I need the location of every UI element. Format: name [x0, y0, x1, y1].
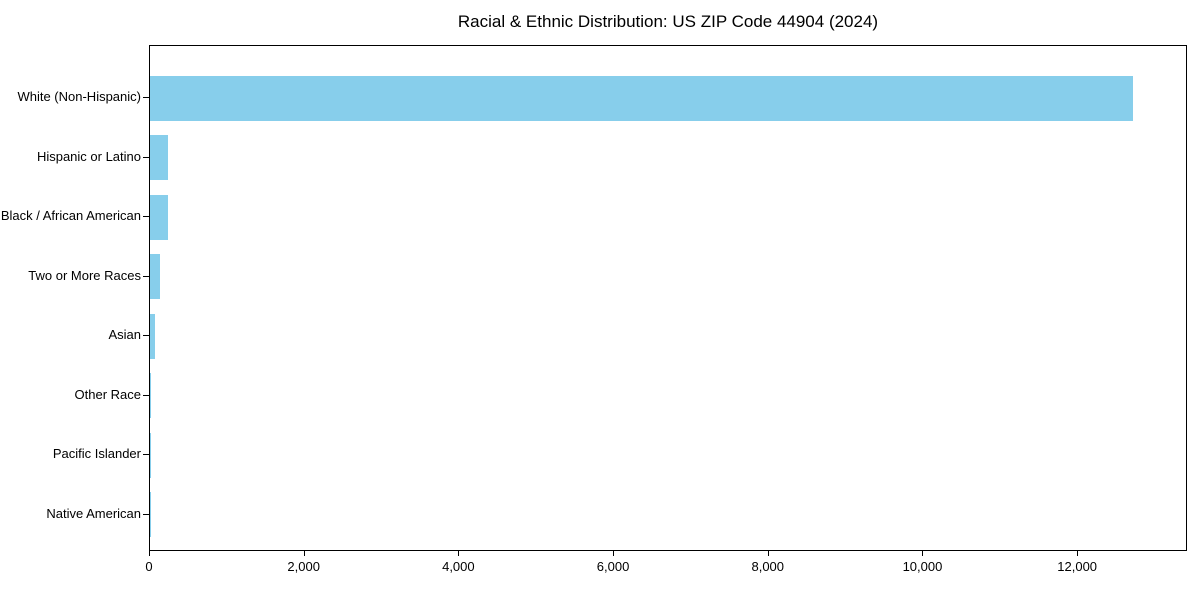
- y-tick-mark: [143, 216, 149, 217]
- bar-asian: [150, 313, 156, 359]
- x-tick-label-8000: 8,000: [751, 559, 785, 574]
- y-tick-mark: [143, 394, 149, 396]
- bar-other-race: [150, 373, 152, 418]
- y-tick-mark: [143, 335, 149, 336]
- x-tick-mark: [767, 551, 769, 556]
- x-tick-label-6000: 6,000: [596, 559, 630, 574]
- y-tick-label-white-non-hispanic: White (Non-Hispanic): [17, 89, 141, 104]
- y-tick-label-black-african-american: Black / African American: [0, 208, 141, 223]
- y-tick-label-pacific-islander: Pacific Islander: [52, 446, 141, 461]
- x-tick-label-12000: 12,000: [1057, 559, 1098, 574]
- y-tick-label-hispanic-or-latino: Hispanic or Latino: [36, 148, 141, 164]
- x-tick-mark: [149, 551, 150, 556]
- y-tick-label-other-race: Other Race: [74, 386, 141, 402]
- bar-black-african-american: [150, 194, 169, 240]
- y-tick-mark: [143, 156, 149, 158]
- x-tick-mark: [458, 551, 460, 556]
- bar-two-or-more-races: [150, 254, 161, 299]
- x-tick-mark: [613, 551, 615, 556]
- y-tick-label-two-or-more-races: Two or More Races: [28, 267, 141, 283]
- x-tick-mark: [303, 551, 305, 556]
- chart-title: Racial & Ethnic Distribution: US ZIP Cod…: [457, 12, 879, 31]
- x-tick-mark: [922, 551, 924, 556]
- x-tick-label-0: 0: [145, 559, 153, 574]
- y-tick-mark: [143, 513, 149, 515]
- y-tick-mark: [143, 454, 149, 455]
- y-tick-label-native-american: Native American: [46, 505, 141, 521]
- bar-hispanic-or-latino: [150, 135, 168, 180]
- x-tick-mark: [1077, 551, 1079, 556]
- y-tick-label-asian: Asian: [108, 327, 141, 342]
- bar-pacific-islander: [150, 432, 151, 478]
- bar-white-non-hispanic: [150, 75, 1134, 121]
- y-tick-mark: [143, 275, 149, 277]
- y-tick-mark: [143, 97, 149, 98]
- x-tick-label-10000: 10,000: [902, 559, 943, 574]
- x-tick-label-4000: 4,000: [442, 559, 475, 574]
- plot-area: [149, 45, 1187, 551]
- x-tick-label-2000: 2,000: [287, 559, 320, 574]
